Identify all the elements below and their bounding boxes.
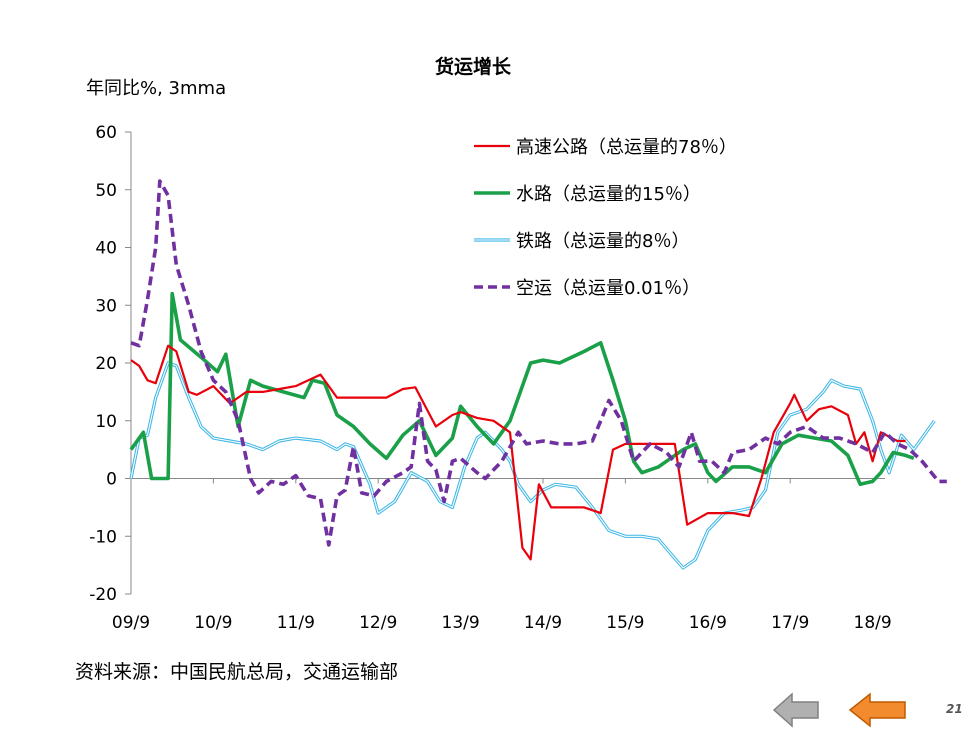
x-tick-label: 13/9 <box>442 613 480 633</box>
y-tick-label: 50 <box>95 181 117 201</box>
page-number: 21 <box>946 702 963 716</box>
legend-label: 空运（总运量0.01％） <box>516 278 700 299</box>
y-tick-label: -20 <box>89 585 117 605</box>
x-tick-label: 11/9 <box>277 613 315 633</box>
y-tick-label: 30 <box>95 296 117 316</box>
y-tick-label: 10 <box>95 412 117 432</box>
x-tick-labels: 09/9 10/9 11/9 12/9 13/9 14/9 15/9 16/9 17/9 18/9 <box>112 613 892 633</box>
series-line-railway-inner <box>130 362 935 569</box>
x-tick-label: 10/9 <box>194 613 232 633</box>
chart-title: 货运增长 <box>434 56 511 78</box>
prev-slide-arrow-icon[interactable] <box>772 692 820 728</box>
y-tick-label: 0 <box>106 470 117 490</box>
y-axis-unit-label: 年同比%, 3mma <box>86 78 227 99</box>
y-tick-label: 40 <box>95 239 117 259</box>
x-tick-label: 17/9 <box>771 613 809 633</box>
legend-label: 高速公路（总运量的78％） <box>516 137 737 158</box>
y-tick-label: 60 <box>95 123 117 143</box>
x-tick-label: 15/9 <box>606 613 644 633</box>
chart-axes <box>125 131 885 595</box>
x-tick-label: 14/9 <box>524 613 562 633</box>
legend-label: 铁路（总运量的8％） <box>516 231 689 252</box>
x-tick-label: 12/9 <box>359 613 397 633</box>
legend: 高速公路（总运量的78％） 水路（总运量的15％） 铁路（总运量的8％） 空运（总运量… <box>474 137 737 299</box>
next-slide-arrow-icon[interactable] <box>848 692 908 728</box>
y-tick-label: -10 <box>89 527 117 547</box>
source-note: 资料来源：中国民航总局，交通运输部 <box>75 661 399 683</box>
legend-label: 水路（总运量的15％） <box>516 184 701 205</box>
x-tick-label: 18/9 <box>854 613 892 633</box>
series-line-1 <box>129 291 915 487</box>
y-tick-labels: -20 -10 0 10 20 30 40 50 60 <box>89 123 117 605</box>
series-line-0 <box>130 344 906 561</box>
series-lines <box>129 179 947 570</box>
x-tick-label: 09/9 <box>112 613 150 633</box>
line-chart: -20 -10 0 10 20 30 40 50 60 09/9 10/9 11/9 12/9 13/9… <box>89 123 947 633</box>
x-tick-label: 16/9 <box>689 613 727 633</box>
y-tick-label: 20 <box>95 354 117 374</box>
